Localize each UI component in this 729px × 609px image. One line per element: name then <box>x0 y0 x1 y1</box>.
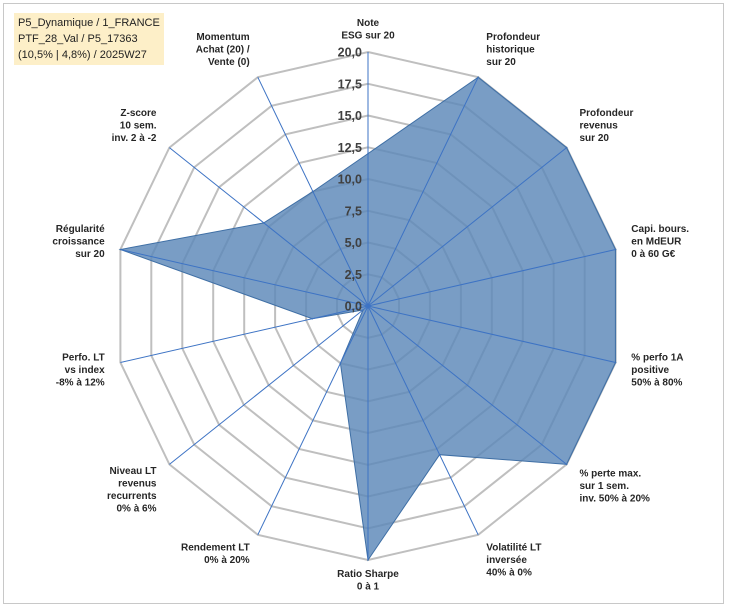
tick-label: 7,5 <box>345 204 362 218</box>
info-box: P5_Dynamique / 1_FRANCE PTF_28_Val / P5_… <box>14 13 164 65</box>
tick-label: 20,0 <box>338 46 362 60</box>
axis-label-line: 0% à 20% <box>204 555 250 566</box>
spoke-2 <box>367 76 479 307</box>
axis-label-13: Z-score 10 sem. inv. 2 à -2 <box>112 108 157 144</box>
axis-label-line: inv. 50% à 20% <box>580 493 651 504</box>
axis-label-line: 0 à 60 G€ <box>631 249 675 260</box>
axis-label-line: revenus <box>118 478 157 489</box>
axis-label-line: revenus <box>580 121 619 132</box>
axis-label-11: Perfo. LT vs index -8% à 12% <box>56 353 105 389</box>
axis-label-line: sur 20 <box>580 133 610 144</box>
axis-label-line: sur 20 <box>75 249 105 260</box>
axis-label-line: Ratio Sharpe <box>337 569 399 580</box>
axis-label-line: inv. 2 à -2 <box>112 133 157 144</box>
spoke-7 <box>367 305 479 536</box>
axis-label-line: Profondeur <box>486 32 540 43</box>
axis-label-line: Volatilité LT <box>486 543 541 554</box>
axis-label-line: sur 20 <box>486 57 516 68</box>
axis-label-line: Perfo. LT <box>62 353 105 364</box>
axis-label-line: Note <box>357 18 380 29</box>
axis-label-3: Profondeur revenus sur 20 <box>580 108 634 144</box>
axis-label-14: Momentum Achat (20) / Vente (0) <box>196 32 250 68</box>
axis-label-4: Capi. bours. en MdEUR 0 à 60 G€ <box>631 224 689 260</box>
spoke-6 <box>367 305 567 465</box>
axis-label-line: Rendement LT <box>181 543 250 554</box>
axis-label-line: croissance <box>52 237 105 248</box>
axis-label-line: 40% à 0% <box>486 568 532 579</box>
info-line-3: (10,5% | 4,8%) / 2025W27 <box>18 49 147 61</box>
tick-layer: 0,0 2,5 5,0 7,5 10,0 12,5 15,0 17,5 20,0 <box>338 46 362 314</box>
axis-label-line: Niveau LT <box>109 466 156 477</box>
axis-label-1: Note ESG sur 20 <box>341 18 395 42</box>
spoke-11 <box>120 305 369 363</box>
axis-label-line: 50% à 80% <box>631 378 682 389</box>
tick-label: 2,5 <box>345 268 362 282</box>
axis-label-line: 0 à 1 <box>357 582 380 593</box>
spoke-10 <box>169 305 369 465</box>
axis-label-10: Niveau LT revenus recurrents 0% à 6% <box>107 466 157 515</box>
axis-label-line: ESG sur 20 <box>341 31 395 42</box>
axis-label-line: recurrents <box>107 491 157 502</box>
axis-label-line: Achat (20) / <box>196 45 250 56</box>
axis-label-line: Régularité <box>56 224 105 235</box>
tick-label: 12,5 <box>338 141 362 155</box>
axis-label-line: % perfo 1A <box>631 353 683 364</box>
axis-label-line: Z-score <box>120 108 157 119</box>
tick-label: 10,0 <box>338 173 362 187</box>
spoke-13 <box>169 147 369 307</box>
axis-label-line: vs index <box>65 365 105 376</box>
axis-label-line: historique <box>486 45 535 56</box>
axis-label-line: % perte max. <box>580 468 642 479</box>
tick-label: 5,0 <box>345 236 362 250</box>
axis-label-8: Ratio Sharpe 0 à 1 <box>337 569 399 593</box>
spoke-5 <box>367 305 616 363</box>
axis-label-line: en MdEUR <box>631 237 682 248</box>
axis-label-line: 10 sem. <box>120 121 157 132</box>
info-line-2: PTF_28_Val / P5_17363 <box>18 33 138 45</box>
axis-label-line: Capi. bours. <box>631 224 689 235</box>
axis-label-6: % perte max. sur 1 sem. inv. 50% à 20% <box>580 468 651 504</box>
spoke-layer <box>120 52 616 560</box>
axis-label-line: Vente (0) <box>208 57 250 68</box>
axis-label-2: Profondeur historique sur 20 <box>486 32 540 68</box>
spoke-4 <box>367 249 616 307</box>
spoke-14 <box>257 76 369 307</box>
info-line-1: P5_Dynamique / 1_FRANCE <box>18 17 160 29</box>
spoke-12 <box>120 249 369 307</box>
spoke-3 <box>367 147 567 307</box>
axis-label-12: Régularité croissance sur 20 <box>52 224 105 260</box>
axis-label-5: % perfo 1A positive 50% à 80% <box>631 353 683 389</box>
label-layer: Note ESG sur 20 Profondeur historique sur 20… <box>52 18 689 593</box>
axis-label-line: -8% à 12% <box>56 378 105 389</box>
axis-label-line: Momentum <box>196 32 249 43</box>
axis-label-7: Volatilité LT inversée 40% à 0% <box>486 543 541 579</box>
spoke-9 <box>257 305 369 536</box>
tick-label: 17,5 <box>338 77 362 91</box>
tick-label: 15,0 <box>338 109 362 123</box>
axis-label-line: sur 1 sem. <box>580 481 630 492</box>
axis-label-9: Rendement LT 0% à 20% <box>181 543 250 567</box>
tick-label: 0,0 <box>345 300 362 314</box>
axis-label-line: 0% à 6% <box>116 503 156 514</box>
axis-label-line: inversée <box>486 555 527 566</box>
axis-label-line: Profondeur <box>580 108 634 119</box>
axis-label-line: positive <box>631 365 669 376</box>
